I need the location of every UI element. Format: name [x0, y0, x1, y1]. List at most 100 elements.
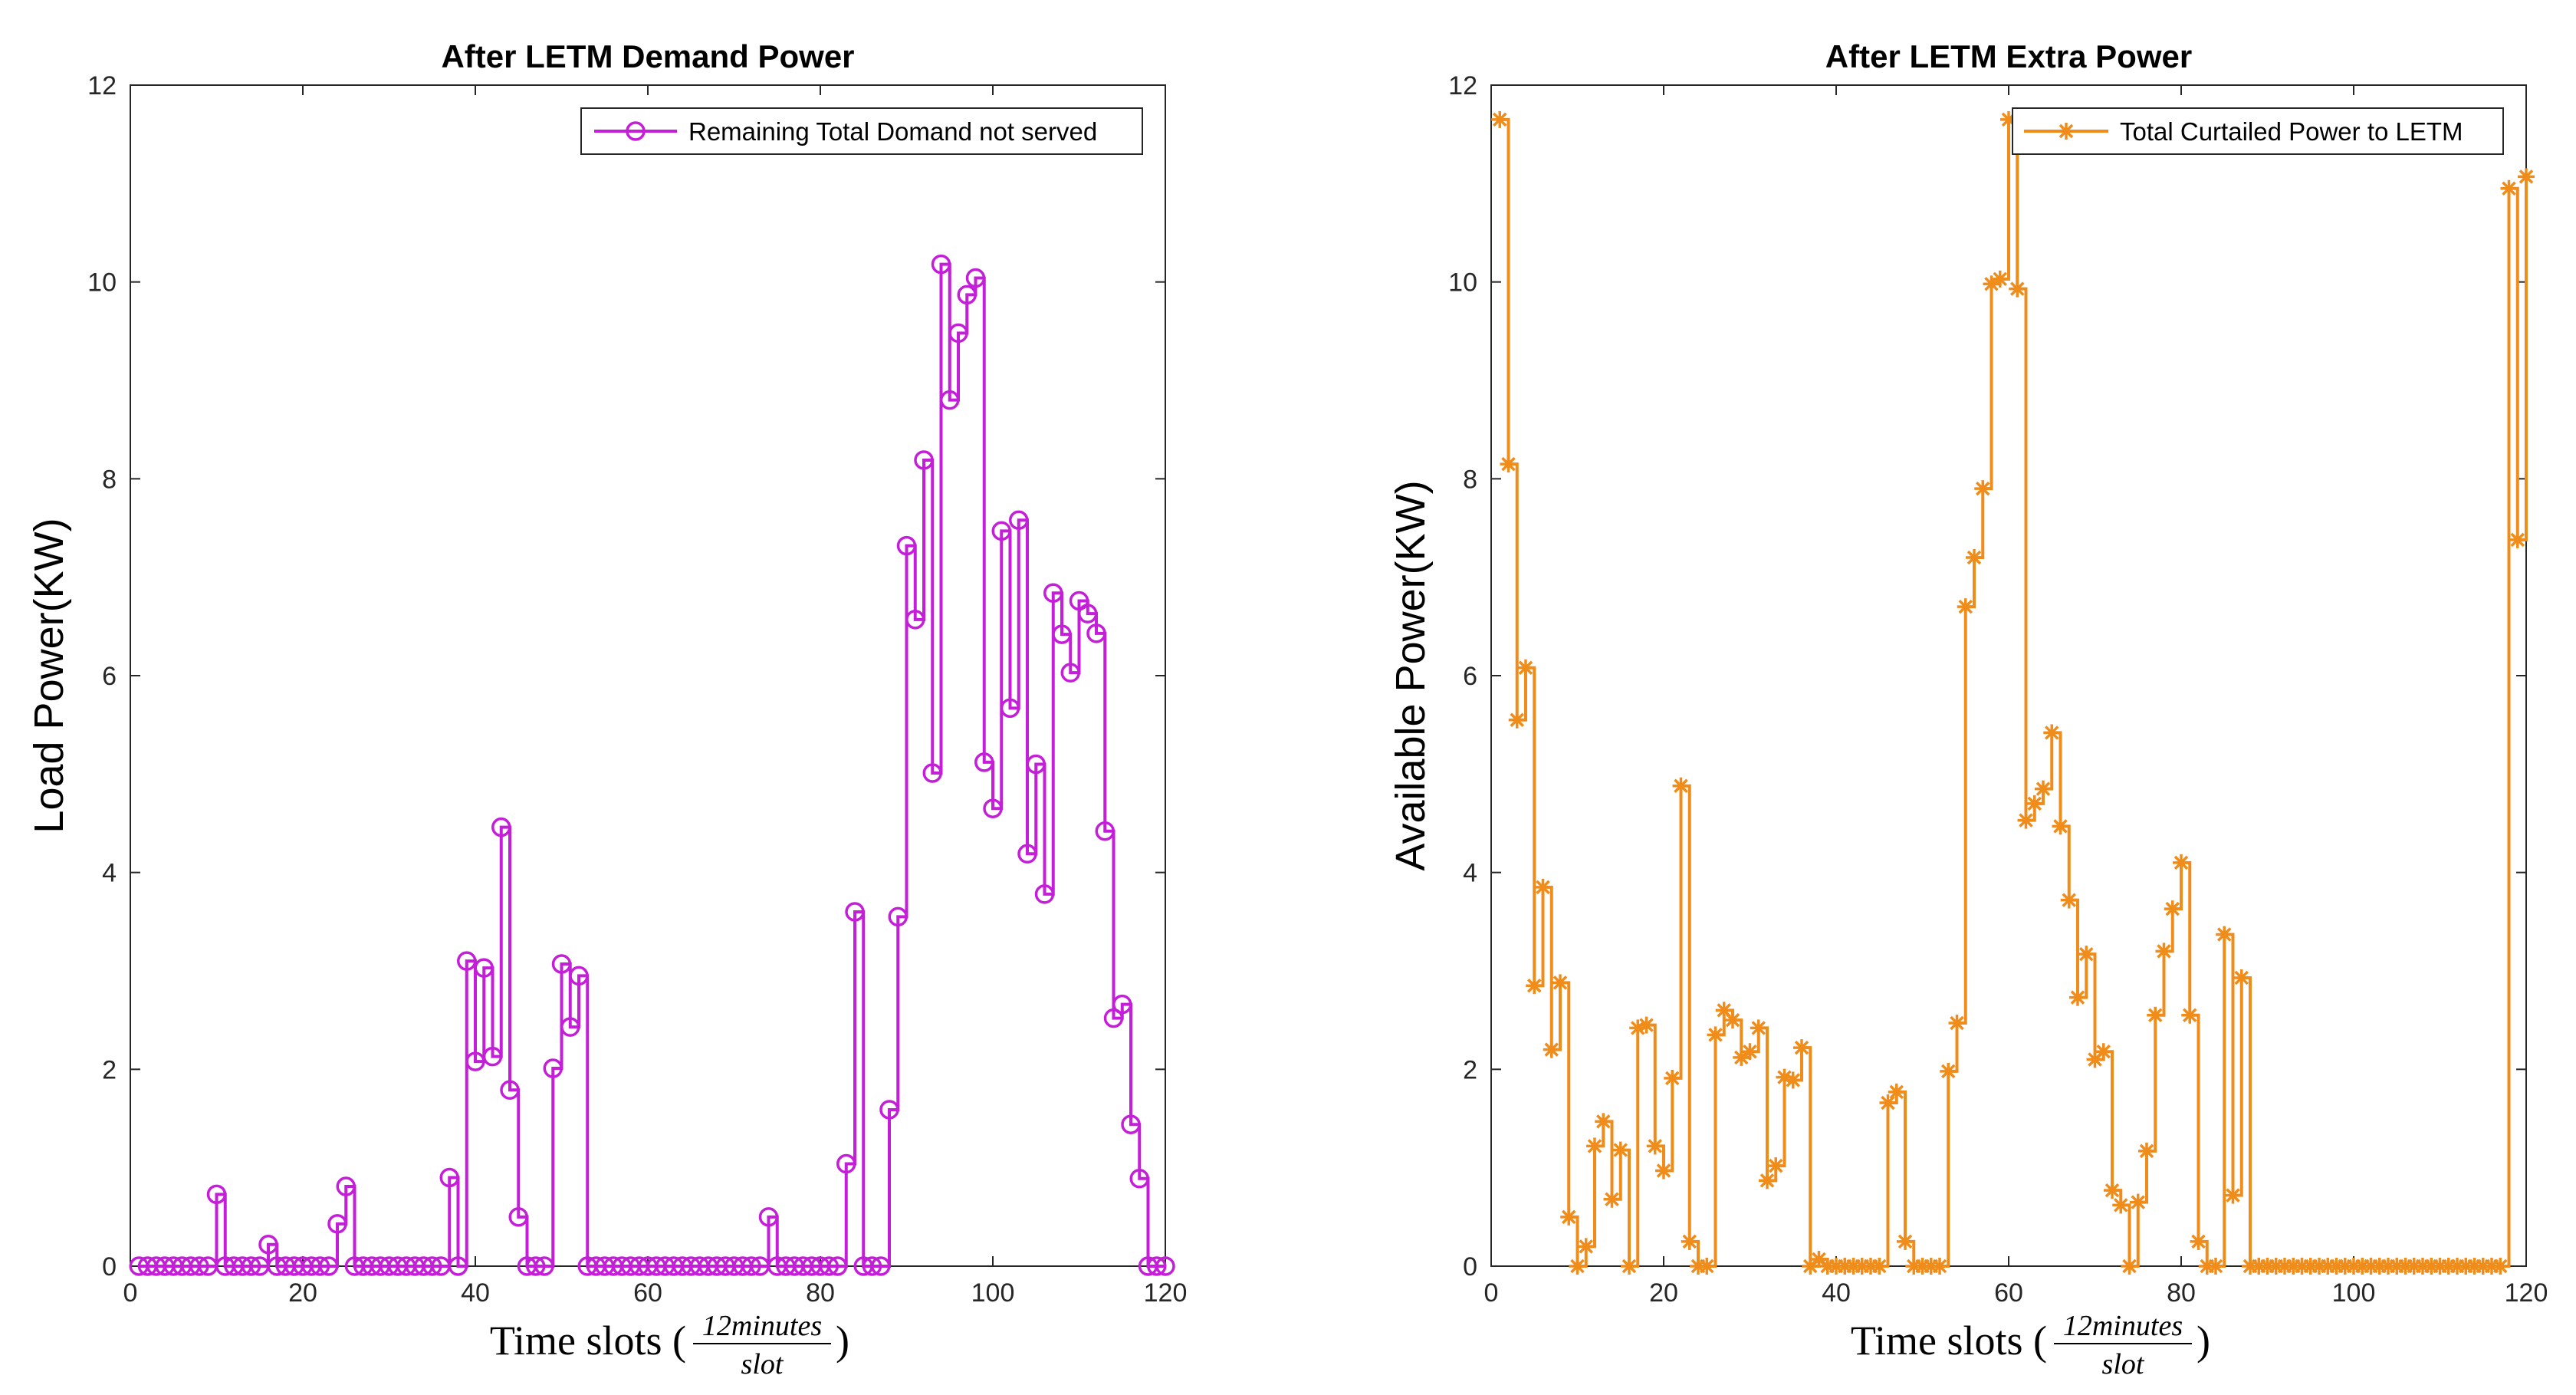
data-point	[1586, 1137, 1603, 1155]
axis-ticks: 0 20 40 60 80 100 120 0 2 4 6 8 10 12	[87, 71, 1187, 1308]
x-axis-label-denominator: slot	[2102, 1348, 2145, 1380]
x-axis-label-denominator: slot	[741, 1348, 784, 1380]
data-point	[1621, 1258, 1638, 1275]
data-point	[2155, 943, 2173, 960]
data-point	[474, 958, 494, 978]
data-point	[2233, 969, 2250, 986]
data-point	[1948, 1015, 1966, 1032]
data-point	[1147, 1256, 1167, 1276]
data-point	[336, 1176, 356, 1196]
x-tick-label: 20	[1649, 1278, 1678, 1308]
data-point	[258, 1235, 278, 1255]
y-tick-label: 4	[102, 859, 117, 888]
x-tick-label: 40	[1822, 1278, 1851, 1308]
data-point	[836, 1153, 856, 1174]
data-point	[1078, 604, 1098, 623]
data-point	[310, 1256, 330, 1276]
chart-extra-power: After LETM Extra Power 0 20 40 60 80 100 120 0 2…	[1388, 38, 2548, 1380]
y-tick-label: 4	[1463, 859, 1477, 888]
data-point	[569, 966, 589, 986]
data-point	[1569, 1258, 1586, 1275]
data-point	[2492, 1258, 2509, 1275]
data-point	[1793, 1039, 1810, 1057]
data-point	[896, 535, 917, 556]
data-point	[508, 1207, 528, 1227]
data-point	[1784, 1071, 1802, 1089]
data-point	[534, 1256, 554, 1276]
data-point	[551, 954, 572, 974]
y-tick-label: 8	[1463, 465, 1477, 494]
data-point	[465, 1051, 485, 1071]
data-point	[914, 450, 934, 470]
data-point	[2509, 531, 2526, 548]
x-tick-label: 60	[633, 1278, 662, 1308]
data-point	[2121, 1258, 2138, 1275]
data-point	[439, 1167, 459, 1188]
data-point	[1026, 754, 1046, 775]
data-point	[206, 1184, 227, 1205]
data-point	[1759, 1172, 1776, 1189]
plot-area	[1490, 84, 2527, 1267]
data-point	[862, 1256, 882, 1276]
data-point	[1767, 1157, 1785, 1175]
x-tick-label: 80	[806, 1278, 835, 1308]
data-point	[1733, 1048, 1750, 1066]
data-point	[2078, 946, 2095, 963]
data-point	[2129, 1193, 2147, 1211]
data-point	[2017, 811, 2035, 829]
data-point	[991, 521, 1011, 541]
data-point	[1121, 1114, 1141, 1134]
data-point	[1155, 1256, 1175, 1276]
data-point	[1698, 1258, 1716, 1275]
x-tick-label: 0	[123, 1278, 138, 1308]
data-point	[948, 323, 968, 344]
data-point	[560, 1017, 580, 1037]
data-point	[1595, 1113, 1612, 1130]
data-point	[1646, 1137, 1664, 1155]
data-point	[2069, 989, 2086, 1006]
y-tick-label: 2	[1463, 1055, 1477, 1084]
y-tick-label: 2	[102, 1055, 117, 1084]
data-point	[1103, 1008, 1124, 1028]
data-point	[1681, 1232, 1698, 1250]
data-point	[940, 390, 960, 410]
data-point	[1603, 1190, 1621, 1208]
data-point	[1017, 844, 1037, 864]
data-point	[526, 1256, 546, 1276]
data-point	[543, 1058, 563, 1078]
x-axis-label-prefix: Time slots (	[1851, 1318, 2047, 1364]
plot-area	[130, 84, 1166, 1267]
data-point	[422, 1256, 442, 1276]
data-point	[1655, 1162, 1672, 1179]
data-point	[2518, 168, 2535, 186]
chart-title: After LETM Demand Power	[441, 38, 854, 74]
x-axis-label-suffix: )	[2196, 1318, 2210, 1364]
data-point	[500, 1080, 520, 1101]
data-point	[1991, 270, 2009, 288]
data-point	[758, 1207, 779, 1227]
series-line	[139, 262, 1165, 1268]
data-point	[2060, 891, 2078, 909]
data-point	[1672, 777, 1690, 795]
x-axis-label-prefix: Time slots (	[490, 1318, 686, 1364]
data-point	[888, 906, 908, 927]
data-point	[1931, 1258, 1948, 1275]
y-tick-label: 12	[87, 71, 117, 100]
data-point	[1034, 884, 1055, 904]
data-point	[319, 1256, 339, 1276]
data-point	[931, 254, 951, 275]
data-point	[1974, 480, 1992, 498]
x-tick-label: 0	[1484, 1278, 1499, 1308]
x-tick-label: 40	[461, 1278, 490, 1308]
data-point	[1500, 456, 1517, 473]
data-point	[1612, 1141, 1629, 1159]
data-point	[922, 763, 942, 783]
data-point	[482, 1046, 503, 1067]
data-point	[1957, 598, 1974, 616]
data-point	[1966, 549, 1983, 566]
data-point	[2216, 926, 2233, 943]
data-point	[2112, 1196, 2130, 1214]
data-point	[1552, 974, 1569, 992]
data-point	[1888, 1083, 1905, 1101]
